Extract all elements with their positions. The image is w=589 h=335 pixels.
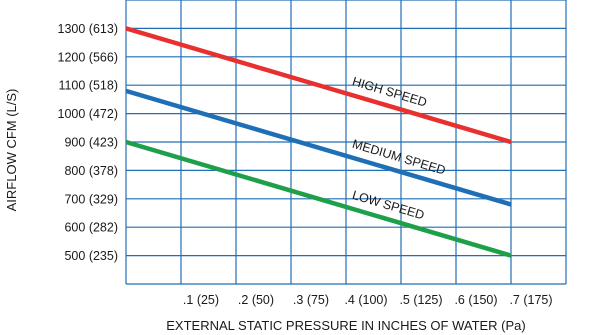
x-tick-label: .3 (75) <box>293 293 329 307</box>
x-axis-title: EXTERNAL STATIC PRESSURE IN INCHES OF WA… <box>166 318 525 333</box>
y-tick-label: 700 (329) <box>64 192 118 206</box>
x-tick-label: .5 (125) <box>399 293 442 307</box>
y-tick-label: 1000 (472) <box>58 107 118 121</box>
series-lines <box>125 26 512 258</box>
chart-grid <box>125 0 567 285</box>
y-tick-label: 1300 (613) <box>58 22 118 36</box>
x-tick-label: .1 (25) <box>183 293 219 307</box>
x-tick-label: .4 (100) <box>344 293 387 307</box>
y-tick-label: 1200 (566) <box>58 50 118 64</box>
y-tick-label: 800 (378) <box>64 164 118 178</box>
x-axis-tick-labels: .1 (25) .2 (50) .3 (75) .4 (100) .5 (125) .6 … <box>183 293 553 307</box>
series-line-high-speed <box>125 26 512 145</box>
x-tick-label: .2 (50) <box>238 293 274 307</box>
x-tick-label: .7 (175) <box>509 293 552 307</box>
series-line-low-speed <box>125 139 512 258</box>
series-line-medium-speed <box>125 88 512 207</box>
y-axis-tick-labels: 500 (235) 600 (282) 700 (329) 800 (378) 900 … <box>58 22 118 263</box>
x-tick-label: .6 (150) <box>454 293 497 307</box>
y-tick-label: 600 (282) <box>64 221 118 235</box>
y-tick-label: 1100 (518) <box>58 79 118 93</box>
y-tick-label: 500 (235) <box>64 249 118 263</box>
y-tick-label: 900 (423) <box>64 136 118 150</box>
y-axis-title: AIRFLOW CFM (L/S) <box>4 89 19 212</box>
